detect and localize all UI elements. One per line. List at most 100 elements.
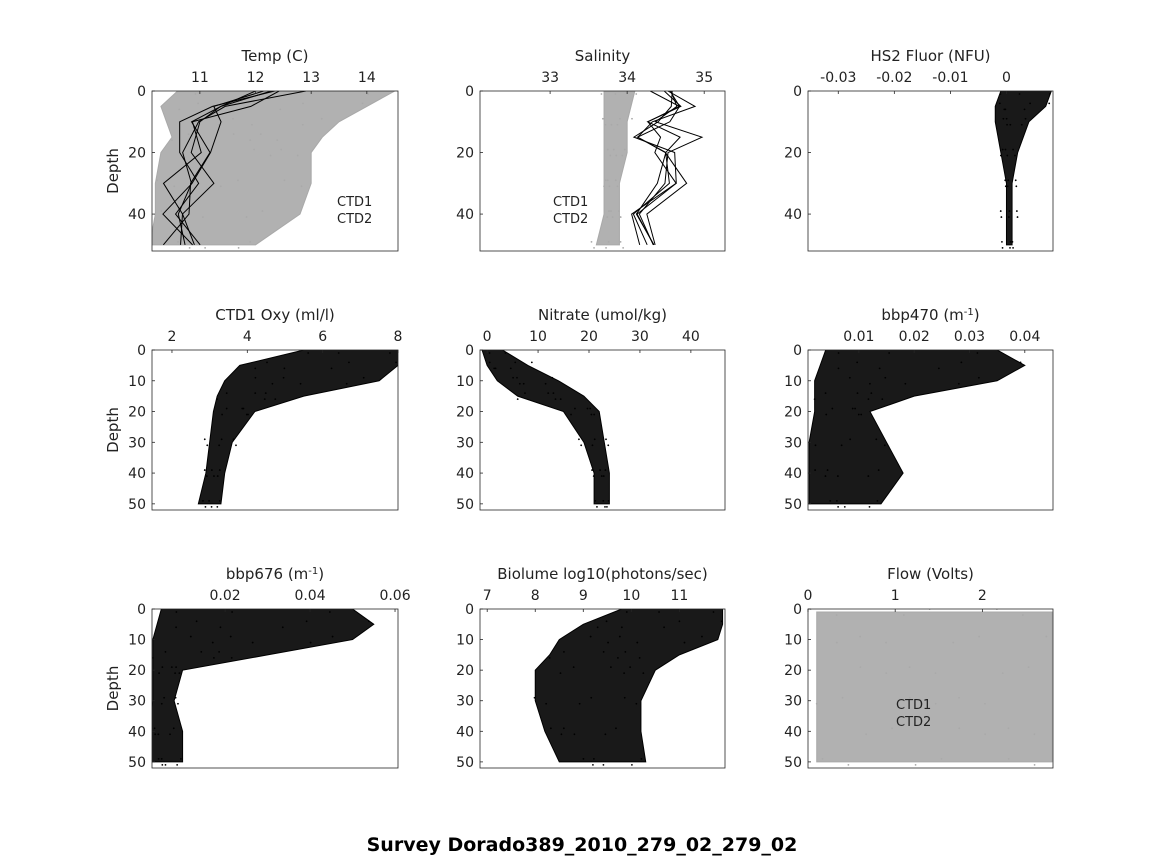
data-point	[857, 413, 860, 416]
data-point	[345, 382, 348, 385]
data-point	[178, 108, 181, 111]
subplot-8: 7 8 9 10 11 0 10 20 30 40 50 Biolume log10(photons/…	[456, 565, 726, 771]
data-point	[213, 475, 215, 477]
y-tick-label: 50	[128, 497, 146, 513]
data-point	[253, 148, 255, 151]
y-tick-label: 40	[456, 466, 474, 482]
data-point	[254, 392, 257, 395]
data-point	[604, 505, 606, 508]
y-tick-label: 40	[128, 466, 146, 482]
data-point	[237, 246, 240, 249]
title-text: Temp (C)	[241, 47, 309, 65]
data-point	[883, 444, 886, 447]
data-point	[218, 469, 221, 471]
data-point	[1004, 179, 1007, 182]
data-point	[512, 376, 514, 379]
data-point	[591, 444, 594, 447]
data-point	[249, 139, 252, 142]
y-tick-label: 0	[465, 84, 474, 100]
data-point	[824, 392, 827, 395]
data-point	[597, 87, 599, 89]
data-point	[154, 605, 156, 607]
data-point	[604, 179, 607, 182]
y-tick-label: 50	[784, 497, 802, 513]
axes-box	[479, 608, 726, 769]
data-point	[296, 154, 299, 157]
x-tick-label: -0.01	[932, 70, 968, 86]
data-point	[635, 702, 638, 705]
subplot-7: 0.02 0.04 0.06 0 10 20 30 40 50 bbp676 (m-1) Depth	[104, 565, 411, 771]
data-point	[161, 666, 164, 669]
data-point	[164, 763, 167, 766]
data-point	[934, 672, 937, 675]
data-point	[605, 246, 607, 249]
y-axis-label: Depth	[104, 148, 122, 194]
data-point	[348, 361, 350, 364]
data-point	[562, 727, 565, 730]
subplot-4: 2 4 6 8 0 10 20 30 40 50 CTD1 Oxy (ml/l) Depth	[104, 306, 402, 513]
subplot-6: 0.01 0.02 0.03 0.04 0 10 20 30 40 50 bbp470 (m-1)	[784, 306, 1054, 513]
data-point	[1008, 210, 1011, 212]
title-text: Biolume log10(photons/sec)	[497, 565, 708, 583]
data-point	[533, 696, 536, 699]
data-point	[843, 505, 846, 508]
data-point	[1012, 148, 1014, 151]
data-point	[619, 216, 622, 218]
data-point	[607, 499, 610, 502]
data-point	[516, 398, 519, 401]
data-point	[163, 696, 166, 699]
y-tick-label: 30	[784, 694, 802, 710]
data-point	[1015, 185, 1018, 188]
data-point	[563, 650, 565, 653]
data-layer	[808, 350, 1026, 508]
subplot-title: bbp470 (m-1)	[881, 306, 979, 324]
data-point	[605, 438, 607, 441]
data-point	[663, 626, 665, 629]
data-point	[203, 469, 206, 471]
data-point	[573, 733, 576, 736]
data-point	[591, 469, 593, 471]
data-point	[610, 210, 612, 212]
y-axis-label: Depth	[104, 407, 122, 453]
data-point	[194, 93, 197, 95]
data-point	[1004, 148, 1007, 151]
x-tick-label: 0.03	[954, 329, 985, 345]
data-point	[1011, 240, 1014, 243]
data-point	[605, 620, 608, 623]
x-tick-label: 10	[529, 329, 547, 345]
data-point	[625, 611, 628, 613]
data-point	[669, 605, 671, 607]
x-tick-label: 8	[394, 329, 403, 345]
data-point	[851, 407, 854, 410]
data-point	[213, 656, 215, 659]
data-point	[636, 641, 639, 644]
y-tick-label: 30	[784, 435, 802, 451]
x-tick-label: 1	[891, 588, 900, 604]
data-point	[216, 505, 219, 508]
data-point	[266, 361, 268, 364]
x-tick-label: 6	[318, 329, 327, 345]
data-point	[606, 179, 609, 182]
data-point	[514, 361, 517, 364]
data-point	[328, 611, 331, 613]
data-point	[908, 696, 911, 699]
data-point	[602, 475, 605, 477]
data-point	[1048, 93, 1051, 95]
data-point	[607, 444, 610, 447]
data-point	[600, 93, 603, 95]
series-ctd2-cloud	[152, 91, 395, 246]
legend-entry: CTD1	[337, 195, 372, 210]
data-point	[570, 413, 572, 416]
data-point	[216, 475, 219, 477]
data-point	[888, 352, 891, 354]
data-point	[578, 438, 580, 441]
x-tick-label: 8	[531, 588, 540, 604]
data-point	[1006, 123, 1008, 126]
data-point	[608, 185, 611, 188]
data-point	[836, 475, 839, 477]
data-point	[282, 376, 285, 379]
data-point	[678, 620, 681, 623]
y-tick-label: 30	[128, 694, 146, 710]
